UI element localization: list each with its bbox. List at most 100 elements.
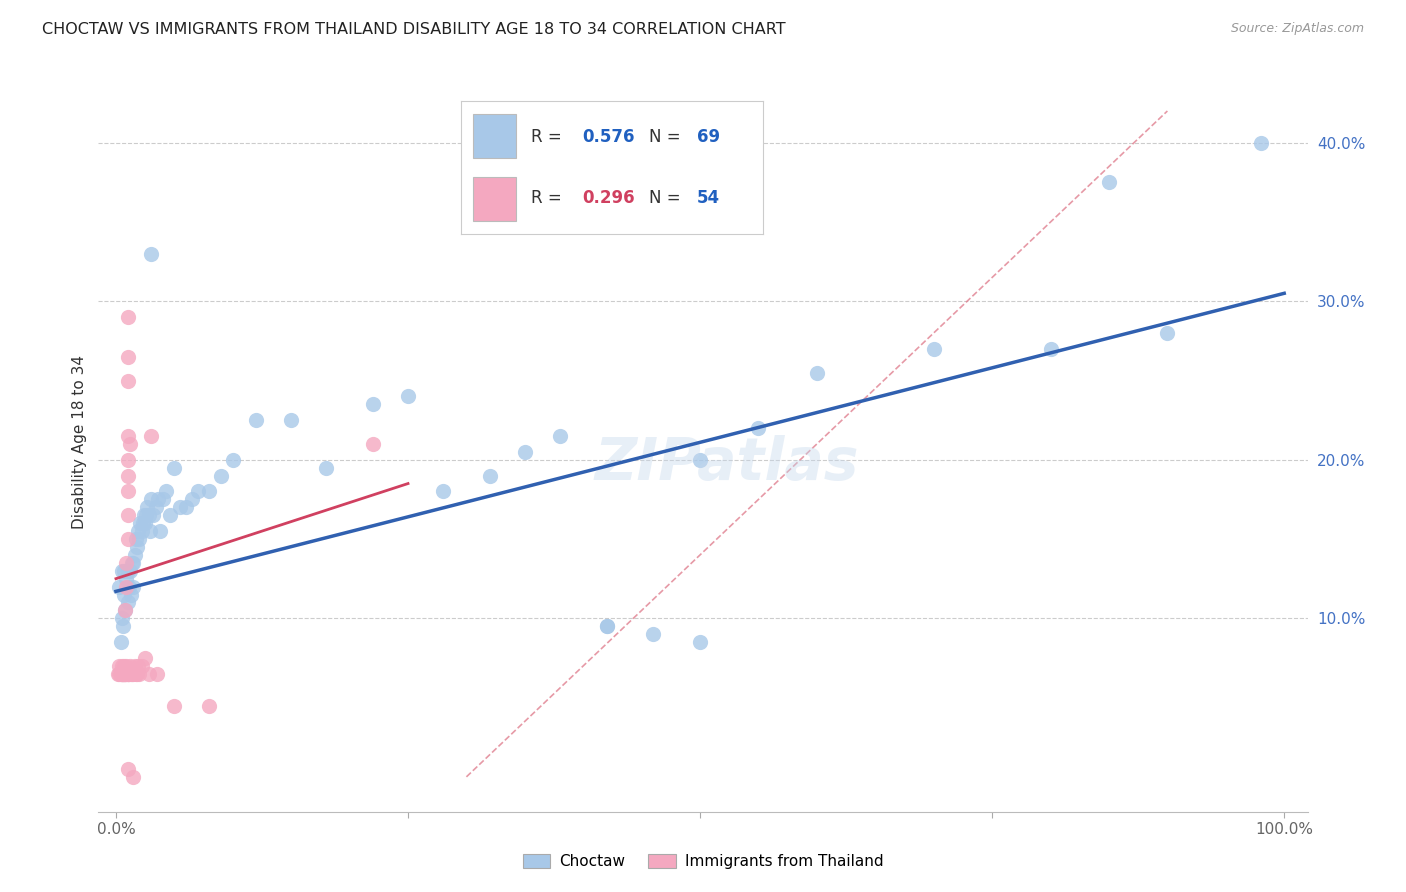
Point: [138, 666, 160, 681]
Point: [174, 500, 197, 515]
Point: [127, 524, 149, 538]
Point: [222, 452, 245, 467]
Point: [125, 666, 148, 681]
Point: [122, 556, 145, 570]
Point: [120, 588, 142, 602]
Point: [114, 666, 136, 681]
Point: [111, 611, 134, 625]
Y-axis label: Disability Age 18 to 34: Disability Age 18 to 34: [72, 354, 87, 529]
Point: [115, 556, 138, 570]
Point: [149, 524, 172, 538]
Point: [142, 508, 165, 523]
Point: [111, 564, 134, 578]
Point: [107, 666, 129, 681]
Point: [139, 429, 162, 443]
Point: [129, 516, 152, 531]
Point: [155, 484, 177, 499]
Point: [132, 516, 155, 531]
Point: [121, 556, 143, 570]
Point: [108, 658, 131, 673]
Point: [163, 460, 186, 475]
Point: [134, 651, 156, 665]
Point: [139, 246, 162, 260]
Point: [117, 564, 139, 578]
Point: [117, 666, 139, 681]
Point: [117, 468, 139, 483]
Point: [111, 658, 134, 673]
Point: [922, 342, 945, 356]
Point: [114, 603, 136, 617]
Point: [118, 658, 141, 673]
Point: [595, 619, 617, 633]
Point: [127, 658, 149, 673]
Point: [548, 429, 571, 443]
Point: [120, 666, 142, 681]
Point: [138, 508, 160, 523]
Point: [115, 666, 138, 681]
Point: [108, 666, 131, 681]
Point: [118, 564, 141, 578]
Point: [111, 666, 134, 681]
Point: [136, 500, 159, 515]
Point: [1098, 175, 1121, 189]
Point: [117, 532, 139, 546]
Point: [114, 603, 136, 617]
Point: [689, 635, 711, 649]
Point: [110, 635, 132, 649]
Point: [1039, 342, 1062, 356]
Point: [245, 413, 267, 427]
Text: ZIPatlas: ZIPatlas: [595, 435, 859, 492]
Point: [806, 366, 828, 380]
Point: [118, 666, 141, 681]
Point: [118, 437, 141, 451]
Point: [180, 492, 202, 507]
Point: [111, 666, 134, 681]
Point: [131, 658, 153, 673]
Point: [145, 500, 167, 515]
Point: [125, 540, 148, 554]
Point: [124, 658, 146, 673]
Point: [747, 421, 769, 435]
Point: [132, 508, 155, 523]
Point: [187, 484, 209, 499]
Point: [117, 595, 139, 609]
Point: [124, 548, 146, 562]
Point: [117, 374, 139, 388]
Point: [115, 572, 138, 586]
Point: [114, 666, 136, 681]
Point: [135, 508, 157, 523]
Point: [117, 666, 139, 681]
Point: [163, 698, 186, 713]
Point: [432, 484, 454, 499]
Point: [643, 627, 665, 641]
Point: [122, 580, 145, 594]
Point: [128, 666, 150, 681]
Point: [110, 666, 132, 681]
Point: [315, 460, 337, 475]
Point: [117, 310, 139, 324]
Point: [280, 413, 302, 427]
Point: [131, 524, 153, 538]
Point: [111, 666, 134, 681]
Point: [112, 666, 135, 681]
Point: [1156, 326, 1178, 340]
Point: [361, 397, 384, 411]
Point: [117, 350, 139, 364]
Text: Source: ZipAtlas.com: Source: ZipAtlas.com: [1230, 22, 1364, 36]
Point: [112, 658, 135, 673]
Point: [111, 666, 134, 681]
Point: [513, 445, 536, 459]
Point: [478, 468, 501, 483]
Point: [125, 666, 148, 681]
Point: [1250, 136, 1272, 150]
Point: [125, 532, 148, 546]
Point: [361, 437, 384, 451]
Point: [112, 588, 135, 602]
Point: [159, 508, 181, 523]
Point: [198, 484, 221, 499]
Point: [139, 524, 162, 538]
Point: [108, 580, 131, 594]
Point: [146, 666, 169, 681]
Point: [128, 532, 150, 546]
Point: [122, 666, 145, 681]
